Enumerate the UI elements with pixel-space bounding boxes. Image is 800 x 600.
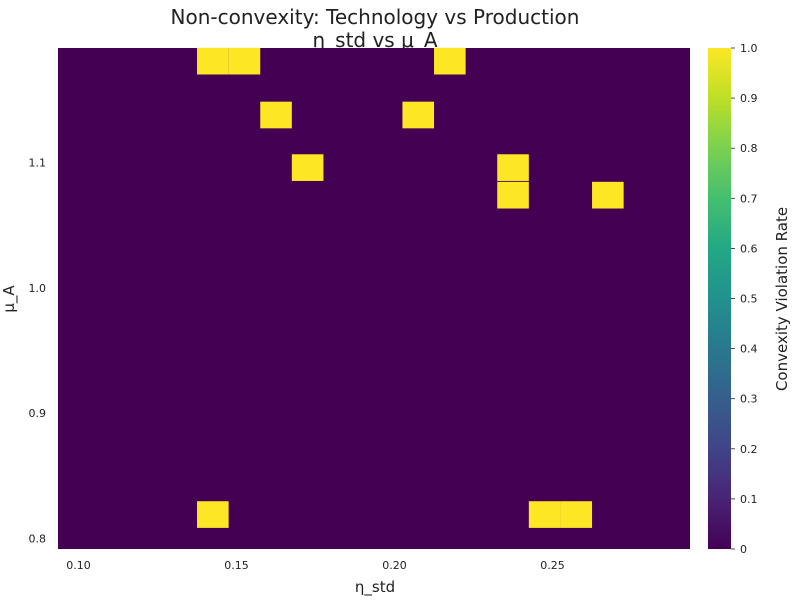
heatmap-cell <box>560 501 593 528</box>
colorbar-tick-label: 0.7 <box>740 192 758 205</box>
heatmap-cell <box>497 181 529 209</box>
heatmap-cell <box>592 181 624 209</box>
heatmap-cell <box>528 501 561 528</box>
x-tick-label: 0.15 <box>224 559 249 572</box>
heatmap-cell <box>260 101 292 129</box>
heatmap-cell <box>402 101 435 129</box>
heatmap-cell <box>291 154 324 181</box>
heatmap-cell <box>497 154 529 181</box>
colorbar-tick-label: 0.8 <box>740 142 758 155</box>
y-tick-label: 1.1 <box>29 157 47 170</box>
colorbar-tick-label: 1.0 <box>740 42 758 55</box>
colorbar-tick-label: 0.4 <box>740 343 758 356</box>
x-axis-label: η_std <box>355 578 395 597</box>
y-tick-label: 0.9 <box>29 407 47 420</box>
y-axis-ticks: 0.8 0.9 1.0 1.1 <box>29 157 47 546</box>
colorbar-tick-label: 0.1 <box>740 493 758 506</box>
y-tick-label: 0.8 <box>29 532 47 545</box>
colorbar <box>708 48 731 549</box>
heatmap-cell <box>228 47 261 75</box>
heatmap-cell <box>434 47 466 75</box>
y-tick-label: 1.0 <box>29 282 47 295</box>
colorbar-tick-label: 0 <box>740 543 747 556</box>
heatmap-cell <box>197 501 229 528</box>
chart-title: Non-convexity: Technology vs Production <box>171 5 580 29</box>
colorbar-tick-label: 0.9 <box>740 92 758 105</box>
colorbar-tick-label: 0.2 <box>740 443 758 456</box>
colorbar-tick-label: 0.5 <box>740 293 758 306</box>
x-tick-label: 0.25 <box>540 559 565 572</box>
y-axis-label: μ_A <box>0 285 19 313</box>
colorbar-tick-label: 0.6 <box>740 242 758 255</box>
x-axis-ticks: 0.10 0.15 0.20 0.25 <box>66 559 564 572</box>
colorbar-tick-label: 0.3 <box>740 393 758 406</box>
x-tick-label: 0.10 <box>66 559 91 572</box>
colorbar-label: Convexity Violation Rate <box>773 207 791 391</box>
x-tick-label: 0.20 <box>382 559 407 572</box>
heatmap-background <box>58 48 690 549</box>
colorbar-ticks: 0 0.1 0.2 0.3 0.4 0.5 0.6 0.7 0.8 0.9 1.0 <box>731 42 758 556</box>
heatmap-cells <box>197 47 624 528</box>
heatmap-cell <box>197 47 229 75</box>
